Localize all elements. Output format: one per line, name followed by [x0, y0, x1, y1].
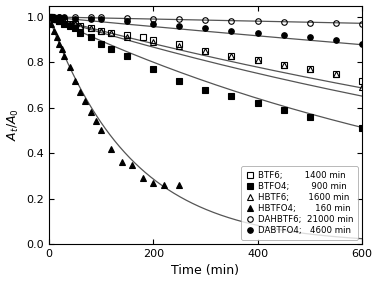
Legend: BTF6;        1400 min, BTFO4;        900 min, HBTF6;       1600 min, HBTFO4;    : BTF6; 1400 min, BTFO4; 900 min, HBTF6; 1…: [242, 166, 358, 240]
Y-axis label: $A_t/A_0$: $A_t/A_0$: [6, 108, 21, 141]
X-axis label: Time (min): Time (min): [171, 264, 239, 277]
